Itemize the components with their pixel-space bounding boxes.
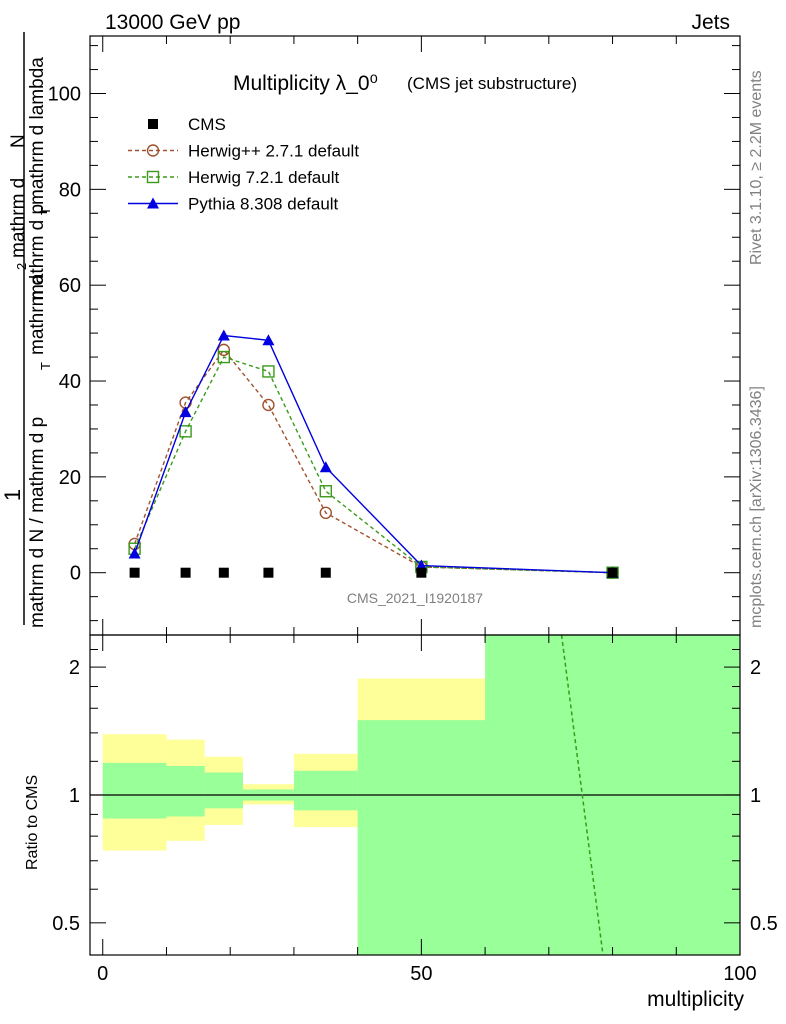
ylabel-mathrm-dp: mathrm d p: [27, 204, 48, 300]
green-band-2: [204, 772, 243, 809]
legend-marker-herwig-7-2-1-default: [146, 170, 160, 184]
point-cms-0: [129, 567, 140, 578]
main-ytick-label-1: 20: [59, 467, 81, 489]
point-cms-5: [416, 567, 427, 578]
main-ytick-label-3: 60: [59, 275, 81, 297]
subtitle-text: (CMS jet substructure): [407, 74, 577, 93]
x-tick-label-2: 100: [723, 963, 756, 985]
ylabel-sup-2: 2: [14, 263, 29, 270]
point-cms-6: [607, 567, 618, 578]
ylabel-numerator: 1: [0, 489, 25, 501]
series-line-pythia-8-308-default: [133, 334, 613, 574]
main-ytick-label-4: 80: [59, 179, 81, 201]
header-right: Jets: [691, 11, 730, 34]
legend: CMS Herwig++ 2.7.1 default Herwig 7.2.1 de…: [128, 115, 359, 214]
legend-label-herwig-2-7-1-default: Herwig++ 2.7.1 default: [188, 142, 359, 161]
ylabel-N: N: [8, 134, 29, 148]
point-herwig-7-2-1-default-2: [217, 350, 231, 364]
point-cms-3: [263, 567, 274, 578]
legend-marker-pythia-8-308-default: [147, 197, 159, 209]
green-band-0: [102, 762, 167, 819]
ratio-frame: [89, 634, 741, 956]
point-herwig-7-2-1-default-4: [319, 485, 332, 498]
ylabel-mathrm-dlambda: mathrm d lambda: [27, 57, 48, 205]
point-pythia-8-308-default-3: [262, 334, 275, 346]
ylabel-sub-T-2: T: [38, 207, 53, 215]
main-ytick-label-0: 0: [70, 563, 81, 585]
ratio-ytick-label-left-2: 2: [69, 657, 80, 679]
ylabel-sub-T-1: T: [38, 362, 53, 370]
main-title: Multiplicity λ_0⁰ (CMS jet substructure): [233, 72, 577, 95]
series-line-herwig-2-7-1-default: [133, 348, 613, 574]
mcplots-note: mcplots.cern.ch [arXiv:1306.3436]: [748, 386, 765, 628]
main-ylabel: 1 mathrm d N / mathrm d p T mathrm d 2 m…: [0, 32, 53, 628]
point-herwig-2-7-1-default-2: [217, 343, 231, 357]
main-ytick-label-2: 40: [59, 371, 81, 393]
ratio-ytick-label-left-1: 1: [69, 785, 80, 807]
x-tick-label-0: 0: [97, 963, 108, 985]
main-ytick-label-5: 100: [48, 84, 81, 106]
ratio-ytick-label-right-1: 1: [750, 785, 761, 807]
point-cms-1: [180, 567, 191, 578]
ylabel-mathrm-dN: mathrm d: [8, 178, 29, 258]
point-herwig-7-2-1-default-3: [262, 365, 275, 378]
point-pythia-8-308-default-2: [217, 329, 230, 341]
ratio-ytick-label-left-0: 0.5: [52, 913, 80, 935]
ratio-ytick-label-right-0: 0.5: [750, 913, 778, 935]
ratio-panel: 0.5 0.51 12 20 50 100: [52, 36, 778, 985]
main-panel: 0 20 40 60 80 100: [48, 45, 740, 622]
point-pythia-8-308-default-0: [128, 547, 141, 559]
title-text: Multiplicity λ_0⁰: [233, 72, 378, 95]
rivet-note: Rivet 3.1.10, ≥ 2.2M events: [748, 70, 765, 265]
ratio-herwig7-line: [560, 634, 604, 956]
ylabel-mathrm-d-1: mathrm d: [27, 275, 48, 355]
analysis-watermark: CMS_2021_I1920187: [347, 590, 483, 606]
green-band-1: [166, 765, 205, 817]
x-axis-label: multiplicity: [647, 988, 744, 1011]
x-tick-label-1: 50: [410, 963, 432, 985]
point-pythia-8-308-default-1: [179, 406, 192, 418]
header-left: 13000 GeV pp: [105, 11, 240, 34]
legend-label-cms: CMS: [188, 115, 226, 134]
green-band-5: [357, 720, 486, 955]
ylabel-denominator: mathrm d N / mathrm d p: [27, 417, 48, 628]
ratio-ylabel: Ratio to CMS: [24, 775, 41, 870]
legend-marker-herwig-2-7-1-default: [146, 144, 160, 157]
point-herwig-2-7-1-default-4: [319, 506, 332, 520]
legend-label-herwig-7-2-1-default: Herwig 7.2.1 default: [188, 168, 339, 187]
point-herwig-2-7-1-default-3: [262, 398, 275, 412]
green-band-4: [293, 770, 358, 811]
legend-label-pythia-8-308-default: Pythia 8.308 default: [188, 195, 339, 214]
point-cms-4: [320, 567, 331, 578]
legend-marker-cms: [148, 119, 158, 129]
point-cms-2: [218, 567, 229, 578]
ratio-ytick-label-right-2: 2: [750, 657, 761, 679]
point-pythia-8-308-default-4: [319, 461, 332, 473]
point-herwig-7-2-1-default-1: [179, 425, 192, 438]
